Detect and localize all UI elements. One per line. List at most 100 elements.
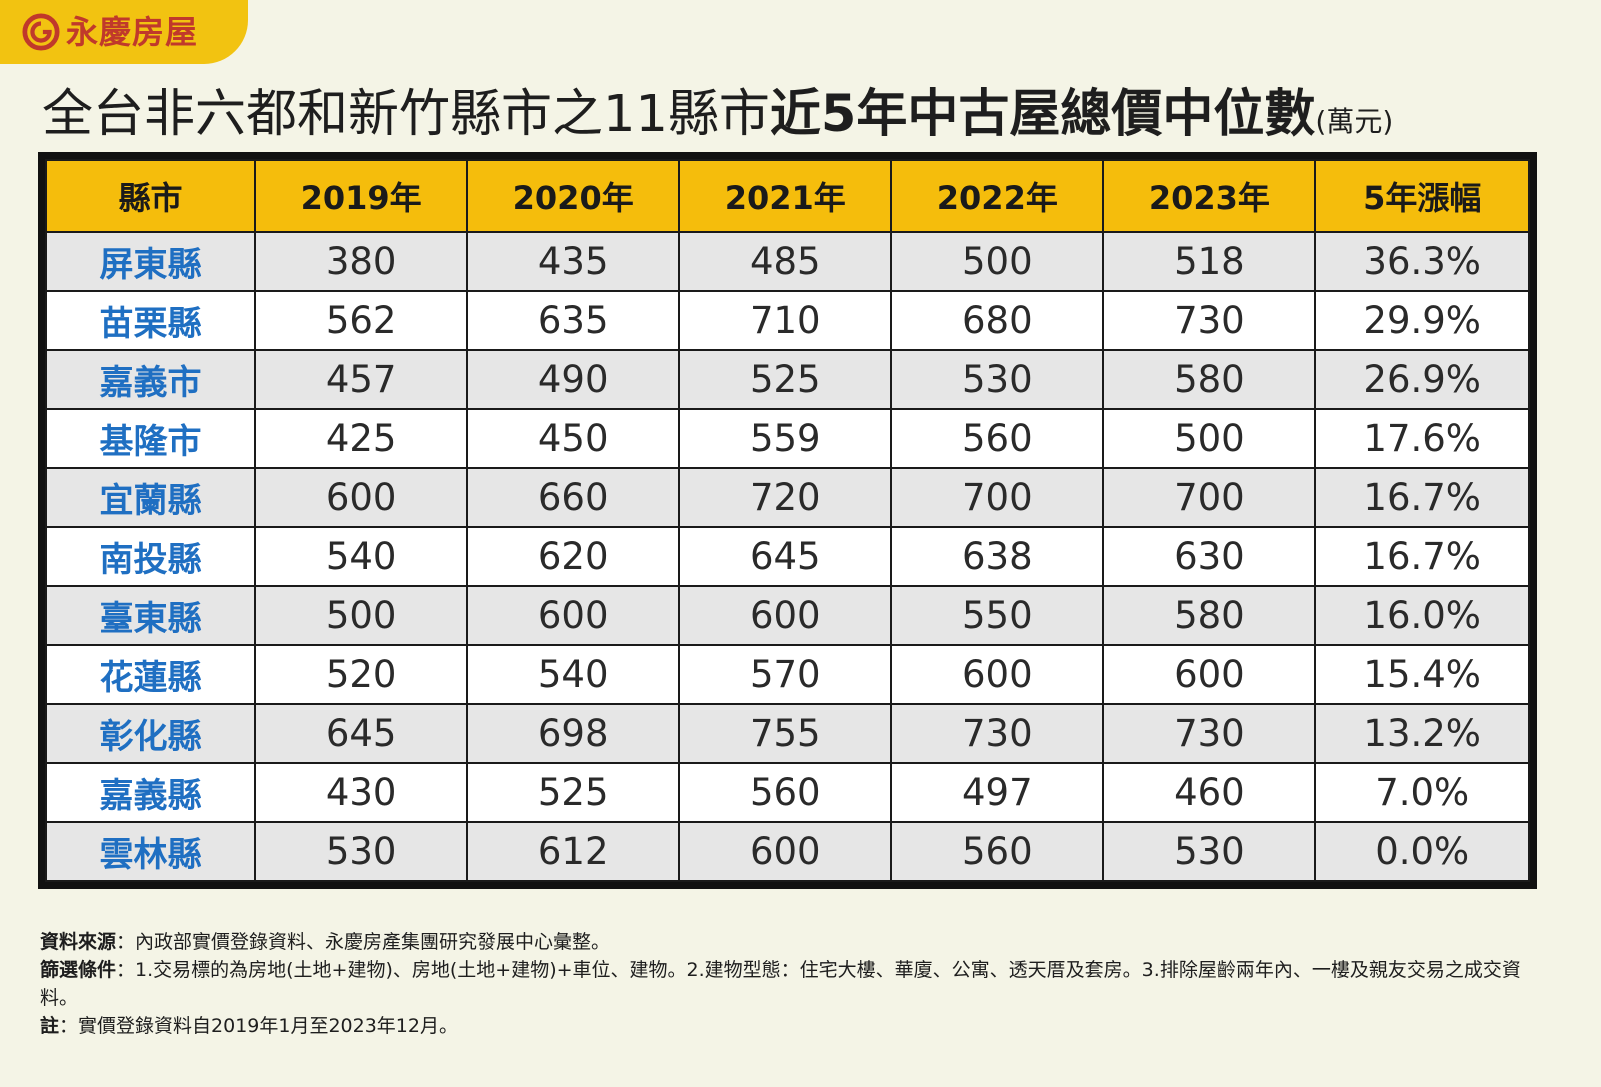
price-cell: 720 [678,467,893,528]
table-row: 花蓮縣 520 540 570 600 600 15.4% [44,644,1530,705]
county-name-cell: 彰化縣 [44,703,257,764]
county-name-cell: 雲林縣 [44,821,257,882]
column-header: 2020年 [466,159,681,233]
price-cell: 600 [1102,644,1317,705]
price-cell: 635 [466,290,681,351]
price-cell: 500 [890,231,1105,292]
price-cell: 430 [254,762,469,823]
brand-name: 永慶房屋 [66,13,199,51]
price-cell: 620 [466,526,681,587]
growth-rate-cell: 7.0% [1314,762,1530,823]
price-cell: 680 [890,290,1105,351]
column-header: 2022年 [890,159,1105,233]
table-row: 南投縣 540 620 645 638 630 16.7% [44,526,1530,587]
table-body: 屏東縣 380 435 485 500 518 36.3% 苗栗縣 562 635 710 680 73… [44,231,1530,882]
price-cell: 600 [466,585,681,646]
growth-rate-cell: 13.2% [1314,703,1530,764]
price-cell: 560 [678,762,893,823]
price-cell: 630 [1102,526,1317,587]
price-cell: 710 [678,290,893,351]
price-cell: 562 [254,290,469,351]
table-row: 臺東縣 500 600 600 550 580 16.0% [44,585,1530,646]
note-source: 資料來源：內政部實價登錄資料、永慶房產集團研究發展中心彙整。 [40,928,1540,956]
price-cell: 700 [1102,467,1317,528]
title-light: 全台非六都和新竹縣市之11縣市 [42,85,770,144]
table-row: 彰化縣 645 698 755 730 730 13.2% [44,703,1530,764]
price-cell: 450 [466,408,681,469]
price-cell: 730 [1102,290,1317,351]
price-table-grid: 縣市 2019年 2020年 2021年 2022年 2023年 5年漲幅 屏東縣 380 43… [44,159,1530,882]
county-name-cell: 臺東縣 [44,585,257,646]
price-cell: 580 [1102,585,1317,646]
brand-tab: 永慶房屋 [0,0,248,64]
price-cell: 559 [678,408,893,469]
table-row: 嘉義縣 430 525 560 497 460 7.0% [44,762,1530,823]
price-table: 縣市 2019年 2020年 2021年 2022年 2023年 5年漲幅 屏東縣 380 43… [38,152,1537,889]
table-row: 屏東縣 380 435 485 500 518 36.3% [44,231,1530,292]
growth-rate-cell: 16.7% [1314,467,1530,528]
price-cell: 730 [1102,703,1317,764]
price-cell: 645 [254,703,469,764]
note-source-label: 資料來源 [40,931,117,953]
footnotes: 資料來源：內政部實價登錄資料、永慶房產集團研究發展中心彙整。 篩選條件：1.交易… [40,928,1540,1040]
price-cell: 645 [678,526,893,587]
county-name-cell: 宜蘭縣 [44,467,257,528]
price-cell: 425 [254,408,469,469]
note-remark-label: 註 [40,1015,60,1037]
table-header-row: 縣市 2019年 2020年 2021年 2022年 2023年 5年漲幅 [44,159,1530,233]
price-cell: 485 [678,231,893,292]
price-cell: 500 [254,585,469,646]
price-cell: 490 [466,349,681,410]
column-header: 縣市 [44,159,257,233]
price-cell: 540 [466,644,681,705]
price-cell: 457 [254,349,469,410]
price-cell: 600 [254,467,469,528]
price-cell: 525 [678,349,893,410]
price-cell: 530 [254,821,469,882]
county-name-cell: 基隆市 [44,408,257,469]
growth-rate-cell: 15.4% [1314,644,1530,705]
growth-rate-cell: 29.9% [1314,290,1530,351]
note-filter: 篩選條件：1.交易標的為房地(土地+建物)、房地(土地+建物)+車位、建物。2.… [40,956,1540,1012]
growth-rate-cell: 16.7% [1314,526,1530,587]
price-cell: 500 [1102,408,1317,469]
price-cell: 518 [1102,231,1317,292]
price-cell: 660 [466,467,681,528]
county-name-cell: 苗栗縣 [44,290,257,351]
price-cell: 460 [1102,762,1317,823]
price-cell: 560 [890,408,1105,469]
growth-rate-cell: 26.9% [1314,349,1530,410]
note-remark-text: ：實價登錄資料自2019年1月至2023年12月。 [59,1015,458,1037]
column-header: 5年漲幅 [1314,159,1530,233]
page-title: 全台非六都和新竹縣市之11縣市近5年中古屋總價中位數(萬元) [42,80,1562,150]
price-cell: 698 [466,703,681,764]
county-name-cell: 嘉義縣 [44,762,257,823]
price-cell: 600 [678,821,893,882]
price-cell: 497 [890,762,1105,823]
growth-rate-cell: 16.0% [1314,585,1530,646]
growth-rate-cell: 0.0% [1314,821,1530,882]
price-cell: 600 [678,585,893,646]
price-cell: 612 [466,821,681,882]
price-cell: 600 [890,644,1105,705]
price-cell: 525 [466,762,681,823]
price-cell: 550 [890,585,1105,646]
title-bold: 近5年中古屋總價中位數 [769,85,1316,144]
price-cell: 435 [466,231,681,292]
note-source-text: ：內政部實價登錄資料、永慶房產集團研究發展中心彙整。 [116,931,611,953]
county-name-cell: 嘉義市 [44,349,257,410]
price-cell: 520 [254,644,469,705]
price-cell: 570 [678,644,893,705]
table-row: 嘉義市 457 490 525 530 580 26.9% [44,349,1530,410]
price-cell: 730 [890,703,1105,764]
price-cell: 638 [890,526,1105,587]
price-cell: 530 [890,349,1105,410]
price-cell: 540 [254,526,469,587]
growth-rate-cell: 17.6% [1314,408,1530,469]
note-filter-text: ：1.交易標的為房地(土地+建物)、房地(土地+建物)+車位、建物。2.建物型態… [40,959,1521,1009]
price-cell: 700 [890,467,1105,528]
county-name-cell: 屏東縣 [44,231,257,292]
growth-rate-cell: 36.3% [1314,231,1530,292]
price-cell: 380 [254,231,469,292]
column-header: 2023年 [1102,159,1317,233]
